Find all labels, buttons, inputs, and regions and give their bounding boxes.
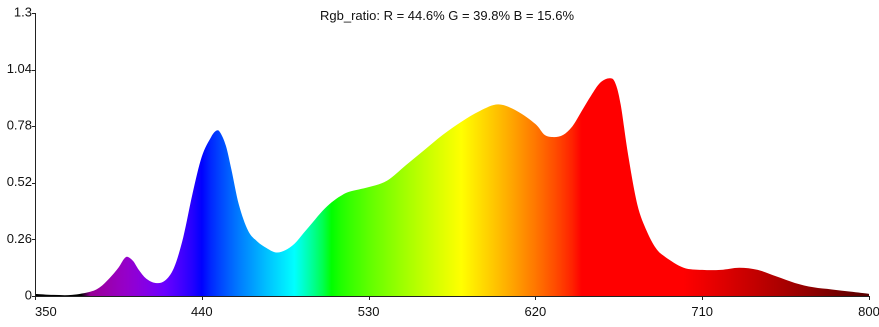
chart-title: Rgb_ratio: R = 44.6% G = 39.8% B = 15.6% xyxy=(320,8,574,23)
y-tick-label: 0.26 xyxy=(7,231,32,246)
axes: 0 0.26 0.52 0.78 1.04 1.3 350 440 530 620 710 800 xyxy=(7,4,879,319)
x-tick-label: 620 xyxy=(525,304,547,319)
y-tick-label: 1.04 xyxy=(7,61,32,76)
y-tick-label: 0.52 xyxy=(7,174,32,189)
x-tick-label: 440 xyxy=(191,304,213,319)
y-tick-label: 0 xyxy=(25,287,32,302)
x-tick-label: 530 xyxy=(358,304,380,319)
x-tick-label: 800 xyxy=(858,304,879,319)
y-tick-label: 0.78 xyxy=(7,118,32,133)
spectrum-area xyxy=(35,78,869,296)
plot-area xyxy=(35,78,869,296)
x-tick-label: 710 xyxy=(691,304,713,319)
x-tick-label: 350 xyxy=(35,304,57,319)
y-tick-label: 1.3 xyxy=(14,4,32,19)
